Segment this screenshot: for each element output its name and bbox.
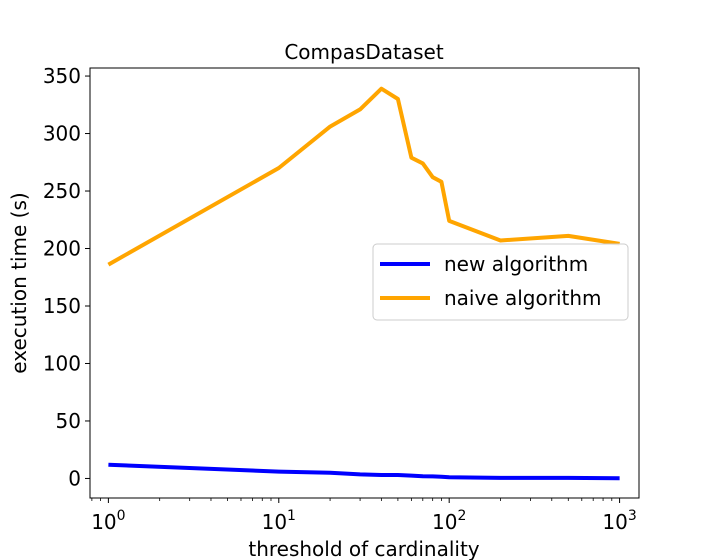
y-axis: 0 50 100 150 200 250 300 350: [43, 64, 90, 490]
plot-frame: [89, 67, 640, 499]
y-tick-label: 0: [68, 466, 81, 490]
y-tick-label: 200: [43, 237, 81, 261]
series-line-new-algorithm: [108, 462, 620, 481]
y-tick-label: 300: [43, 122, 81, 146]
y-tick-label: 100: [43, 351, 81, 375]
plot-area: [107, 86, 620, 481]
y-axis-label: execution time (s): [7, 192, 31, 373]
x-tick-label: 100: [91, 508, 125, 534]
y-tick-label: 50: [56, 409, 81, 433]
legend-label: naive algorithm: [444, 286, 602, 310]
x-tick-label: 102: [432, 508, 466, 534]
y-tick-label: 350: [43, 64, 81, 88]
x-axis-label: threshold of cardinality: [248, 537, 479, 560]
series-line-naive-algorithm: [107, 86, 620, 267]
legend-box: [372, 243, 629, 321]
x-axis: 100 101 102 103: [91, 498, 637, 534]
y-tick-label: 250: [43, 179, 81, 203]
y-tick-label: 150: [43, 294, 81, 318]
chart-title: CompasDataset: [284, 40, 444, 64]
x-tick-label: 101: [262, 508, 296, 534]
legend: new algorithm naive algorithm: [372, 243, 629, 321]
legend-label: new algorithm: [444, 252, 588, 276]
x-tick-label: 103: [602, 508, 636, 534]
